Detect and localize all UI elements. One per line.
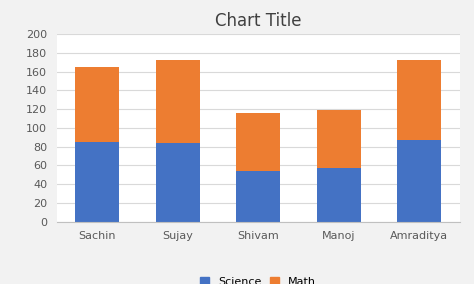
Bar [236, 113, 281, 171]
Title: Chart Title: Chart Title [215, 12, 301, 30]
Bar [236, 171, 281, 222]
Bar [317, 168, 361, 222]
Bar [155, 60, 200, 143]
Legend: Science, Math: Science, Math [201, 277, 316, 284]
Bar [75, 142, 119, 222]
Bar [155, 143, 200, 222]
Bar [397, 140, 441, 222]
Bar [397, 60, 441, 140]
Bar [317, 110, 361, 168]
Bar [75, 67, 119, 142]
